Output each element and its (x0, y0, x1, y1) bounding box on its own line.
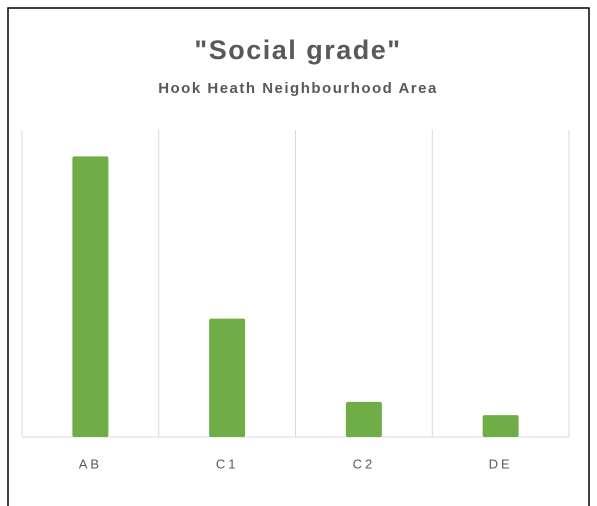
x-tick-label: C2 (353, 456, 376, 471)
bar (72, 156, 109, 438)
x-tick-label: DE (489, 456, 513, 471)
bar (482, 415, 519, 437)
x-tick-label: AB (79, 456, 102, 471)
chart-title: "Social grade" (194, 35, 401, 65)
bar (209, 318, 246, 437)
x-tick-label: C1 (216, 456, 239, 471)
bar (345, 401, 382, 437)
chart-subtitle: Hook Heath Neighbourhood Area (158, 80, 438, 97)
